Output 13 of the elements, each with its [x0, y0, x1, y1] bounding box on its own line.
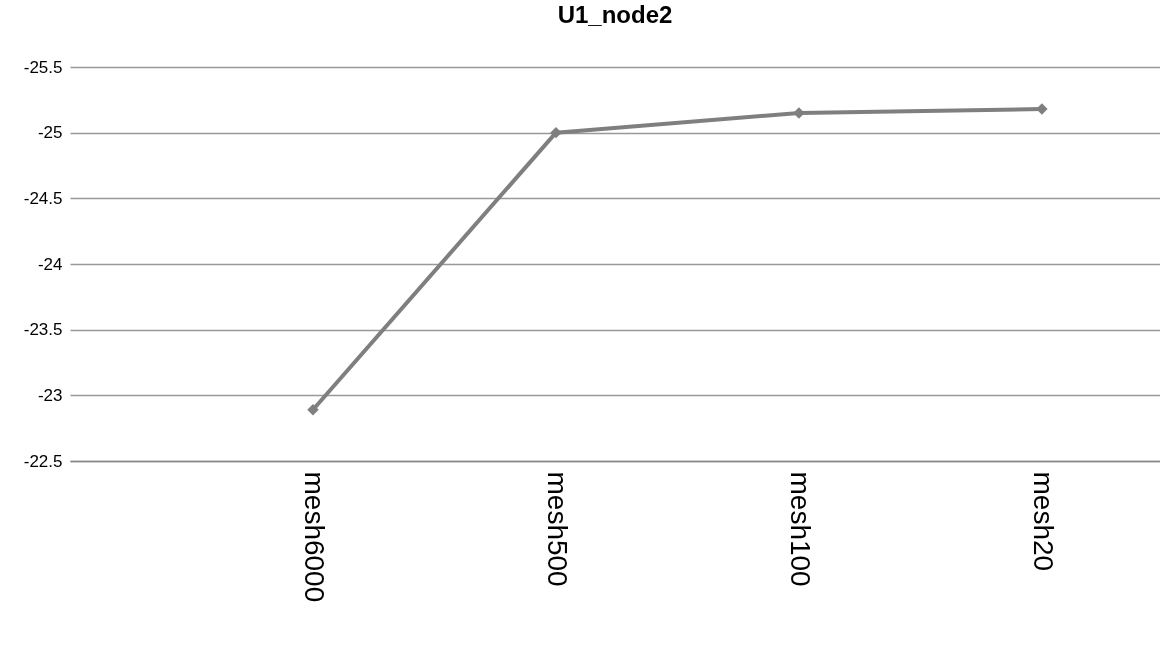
chart-title: U1_node2: [557, 1, 673, 28]
y-tick-label: -22.5: [23, 451, 63, 471]
y-tick-label: -25.5: [23, 57, 63, 77]
y-tick-label: -25: [37, 123, 63, 143]
x-tick-label: mesh100: [785, 471, 817, 587]
y-tick-label: -23: [37, 385, 63, 405]
x-tick-label: mesh20: [1028, 471, 1060, 572]
y-tick-label: -24: [37, 254, 63, 274]
y-tick-label: -23.5: [23, 320, 63, 340]
y-tick-label: -24.5: [23, 188, 63, 208]
point: [307, 404, 319, 416]
x-tick-label: mesh6000: [299, 471, 331, 603]
x-tick-label: mesh500: [542, 471, 574, 587]
